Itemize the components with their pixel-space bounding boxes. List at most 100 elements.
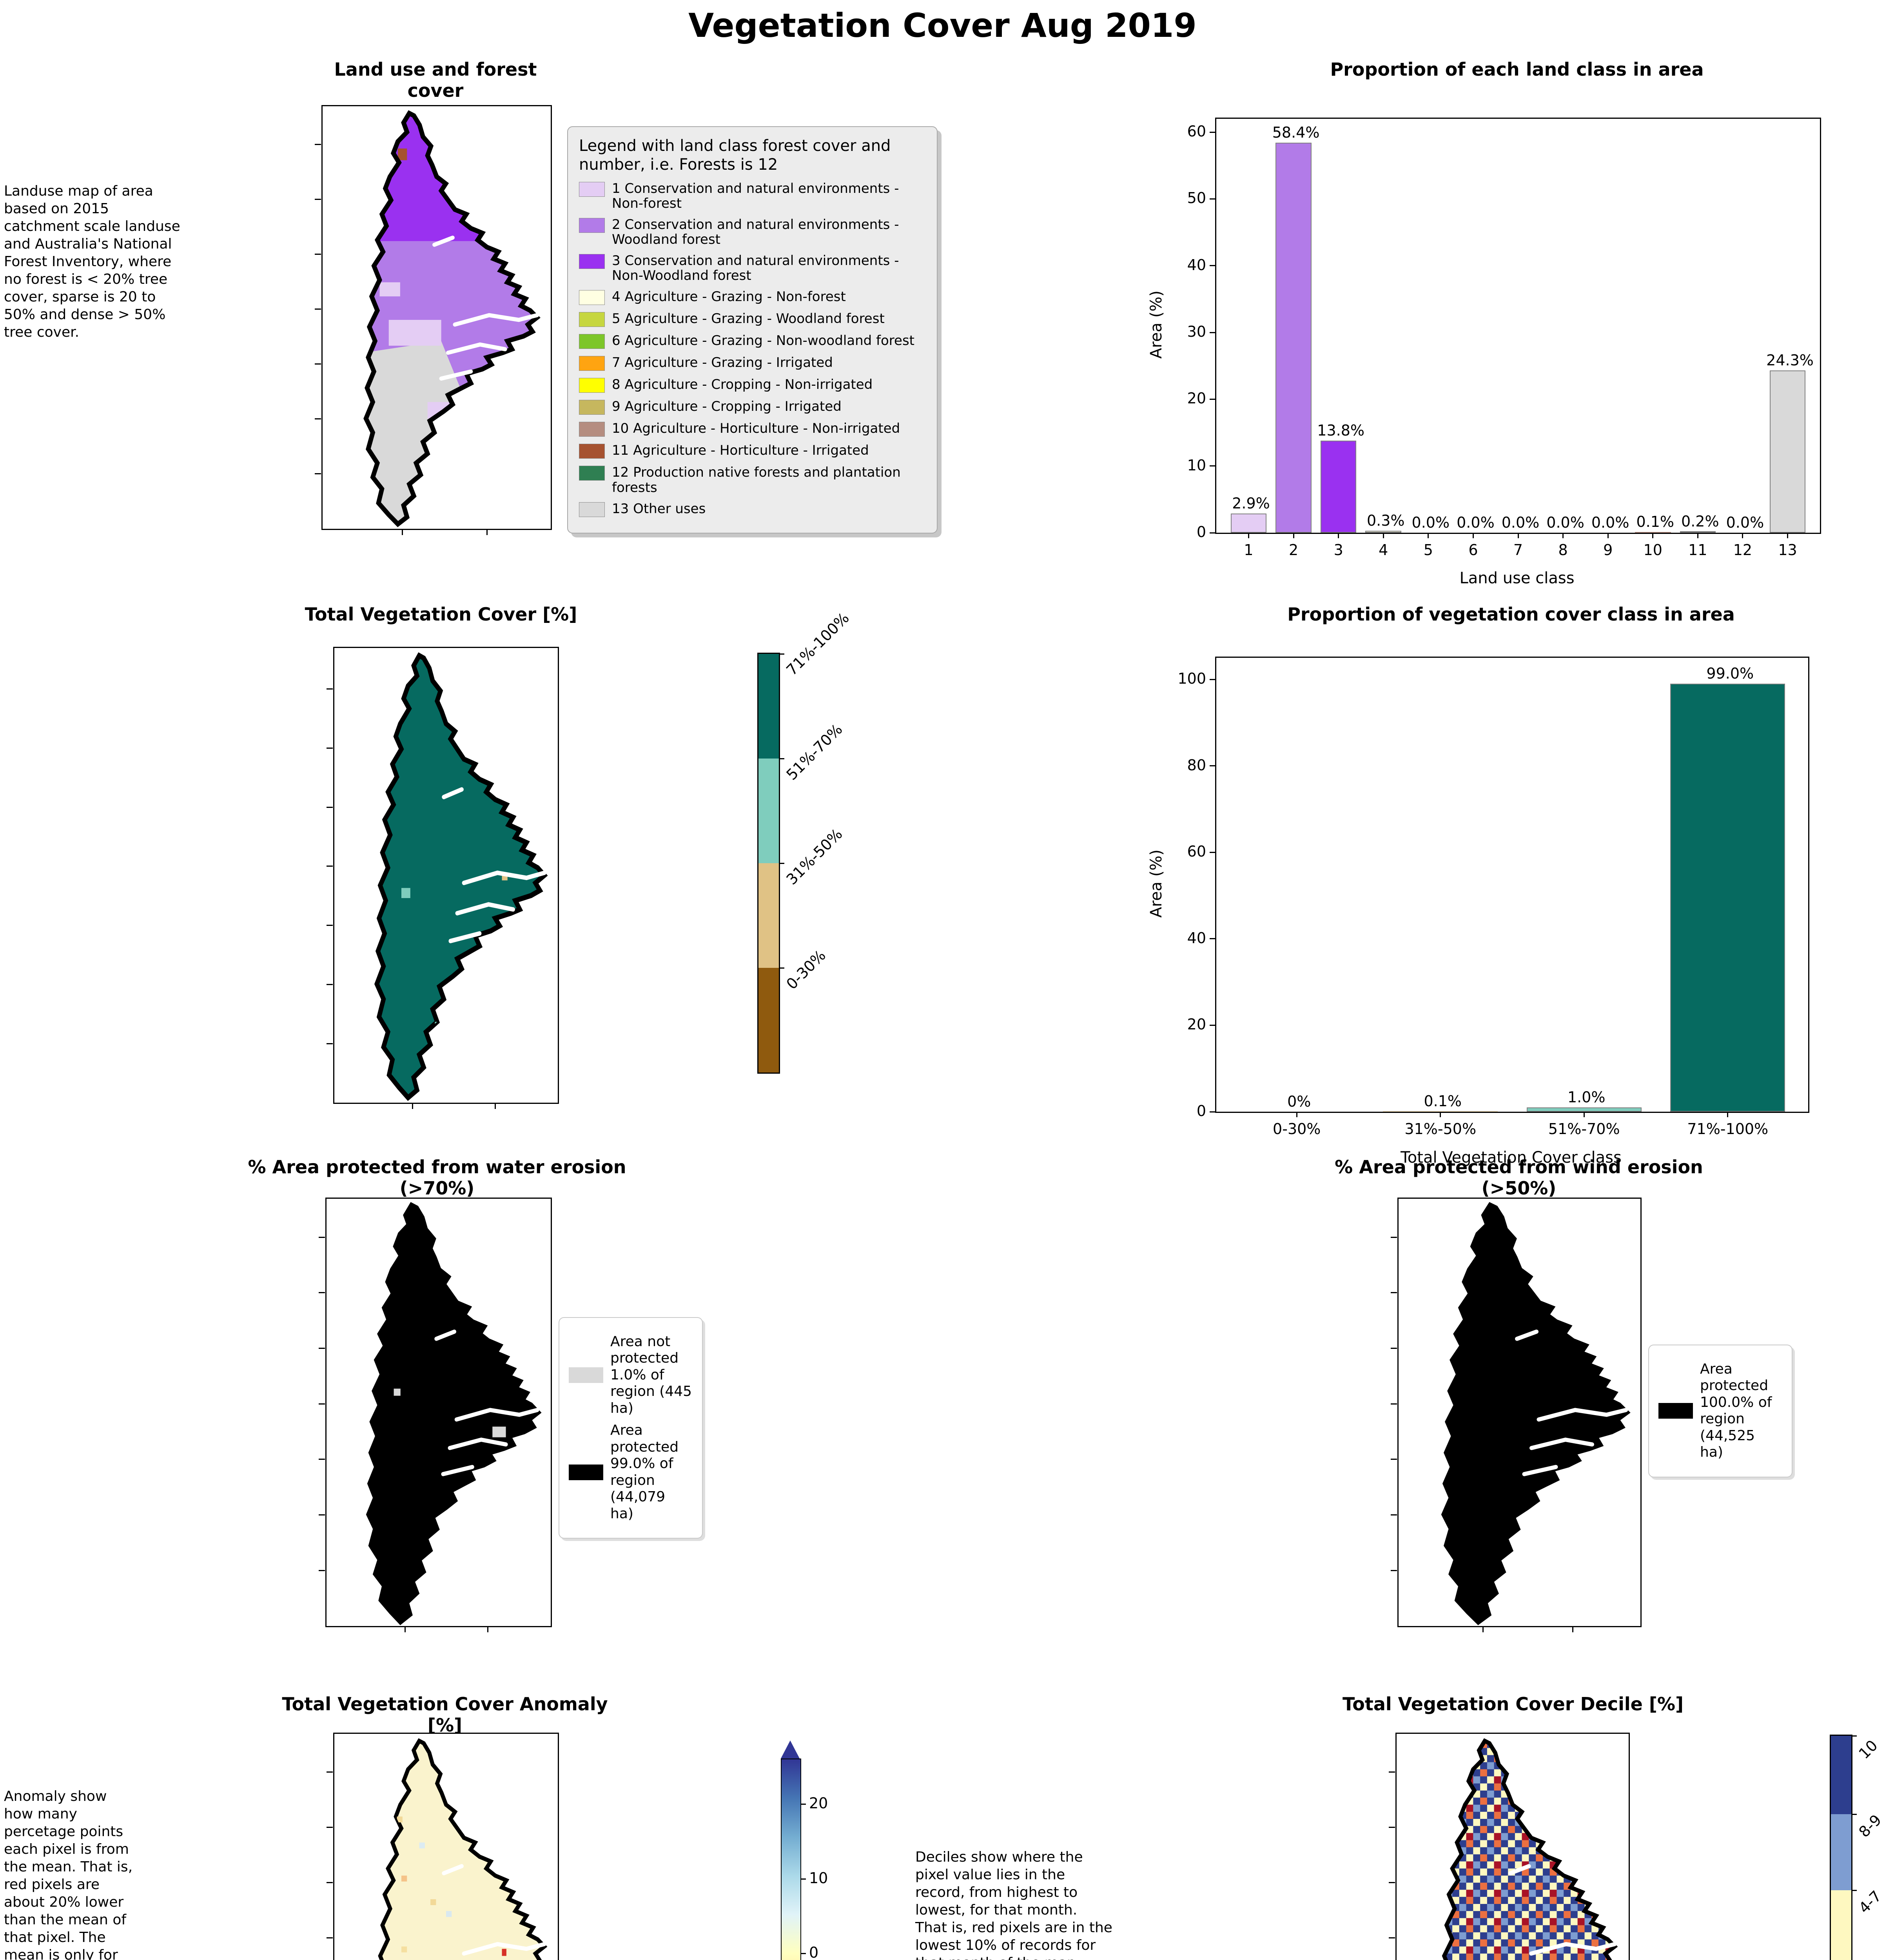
map-y-tick [315, 198, 321, 200]
legend-item: 11 Agriculture - Horticulture - Irrigate… [579, 443, 926, 459]
bar [1365, 530, 1402, 533]
landuse-map [315, 105, 552, 535]
legend-swatch [1658, 1403, 1693, 1419]
map-y-tick [315, 363, 321, 365]
vegcover-map [327, 647, 559, 1109]
map-y-tick [1391, 1403, 1397, 1405]
y-tick-label: 0 [1196, 1102, 1206, 1120]
map-y-tick [327, 1043, 333, 1044]
colorbar-tick [1851, 1735, 1857, 1737]
legend-item-label: 6 Agriculture - Grazing - Non-woodland f… [612, 333, 915, 349]
map-y-tick [327, 1882, 333, 1884]
landclass-chart-plot: 0 10 20 30 40 50 60 2.9% 1 58.4% 2 13.8% 3 0.3% 4 0.0% 5… [1187, 118, 1821, 559]
y-tick-label: 80 [1187, 756, 1206, 774]
legend-item: 8 Agriculture - Cropping - Non-irrigated [579, 377, 926, 393]
map-x-tick [486, 529, 488, 535]
colorbar-label: 31%-50% [783, 825, 846, 888]
legend-item-label: 13 Other uses [612, 501, 706, 517]
x-tick-label: 31%-50% [1404, 1120, 1477, 1138]
map-y-tick [327, 1937, 333, 1939]
legend-swatch [579, 312, 605, 327]
y-axis-tick [1210, 131, 1215, 133]
anomaly-colorbar-arrow-up [781, 1740, 800, 1759]
legend-item: 9 Agriculture - Cropping - Irrigated [579, 399, 926, 415]
legend-item: 6 Agriculture - Grazing - Non-woodland f… [579, 333, 926, 349]
colorbar-tick [779, 967, 784, 969]
map-y-tick [1389, 1937, 1395, 1939]
x-axis-tick [1293, 533, 1294, 538]
bar-value-label: 0.3% [1366, 512, 1405, 529]
y-axis-tick [1210, 1111, 1215, 1112]
y-axis-tick [1210, 198, 1215, 200]
bar [1635, 532, 1671, 533]
bar-value-label: 24.3% [1766, 352, 1814, 369]
map-y-tick [315, 143, 321, 145]
map-y-tick [327, 1771, 333, 1773]
map-y-tick [315, 308, 321, 310]
vegclass-chart-title: Proportion of vegetation cover class in … [1287, 604, 1735, 625]
x-axis-tick [1697, 533, 1698, 538]
legend-item-label: Area protected 100.0% of region (44,525 … [1700, 1361, 1772, 1461]
bar-value-label: 0.0% [1411, 514, 1450, 531]
map-x-tick [404, 1626, 406, 1632]
legend-swatch [569, 1464, 603, 1480]
map-y-tick [327, 688, 333, 690]
legend-item-label: 3 Conservation and natural environments … [612, 253, 899, 284]
y-tick-label: 60 [1187, 843, 1206, 860]
colorbar-tick-label: 0 [809, 1944, 819, 1960]
legend-item-label: 9 Agriculture - Cropping - Irrigated [612, 399, 842, 415]
x-axis-tick [1742, 533, 1743, 538]
page-title: Vegetation Cover Aug 2019 [688, 6, 1197, 45]
landuse-legend-title: Legend with land class forest cover and … [579, 137, 891, 174]
legend-item: 5 Agriculture - Grazing - Woodland fores… [579, 311, 926, 327]
water-erosion-map [319, 1198, 552, 1632]
decile-description: Deciles show where the pixel value lies … [915, 1849, 1112, 1960]
legend-item: 3 Conservation and natural environments … [579, 253, 926, 283]
x-tick-label: 7 [1513, 541, 1523, 559]
colorbar-label: 8-9 [1855, 1811, 1885, 1841]
decile-colorbar: 108-94-72-31 [1830, 1735, 1885, 1960]
bar-value-label: 99.0% [1706, 665, 1754, 682]
y-tick-label: 40 [1187, 256, 1206, 274]
legend-swatch [579, 290, 605, 305]
x-tick-label: 12 [1733, 541, 1753, 559]
landuse-legend-items: 1 Conservation and natural environments … [579, 181, 926, 517]
x-axis-tick [1382, 533, 1384, 538]
legend-item: 1 Conservation and natural environments … [579, 181, 926, 211]
wind-erosion-legend: Area protected 100.0% of region (44,525 … [1648, 1345, 1792, 1477]
y-tick-label: 100 [1177, 670, 1206, 688]
x-axis-tick [1248, 533, 1249, 538]
wind-erosion-map-svg [1399, 1199, 1640, 1626]
x-axis-tick [1338, 533, 1339, 538]
legend-item: 4 Agriculture - Grazing - Non-forest [579, 289, 926, 305]
map-x-tick [412, 1103, 413, 1109]
x-axis-tick [1583, 1112, 1585, 1117]
colorbar-tick-label: 20 [809, 1794, 828, 1812]
bar-value-label: 0.0% [1591, 514, 1629, 531]
map-y-tick [1391, 1459, 1397, 1460]
legend-swatch [579, 466, 605, 481]
x-axis-tick [1472, 533, 1474, 538]
colorbar-tick [800, 1953, 806, 1954]
map-y-tick [315, 473, 321, 475]
legend-swatch [579, 334, 605, 349]
map-y-tick [319, 1292, 325, 1294]
colorbar-segment [758, 759, 779, 863]
bar-value-label: 13.8% [1317, 421, 1365, 439]
y-tick-label: 60 [1187, 123, 1206, 140]
bar-value-label: 2.9% [1232, 494, 1270, 512]
y-axis-tick [1210, 332, 1215, 333]
legend-swatch [579, 444, 605, 459]
bar-value-label: 0.2% [1681, 512, 1719, 530]
x-axis-tick [1296, 1112, 1297, 1117]
legend-item-label: Area protected 99.0% of region (44,079 h… [610, 1422, 679, 1522]
legend-item: 2 Conservation and natural environments … [579, 217, 926, 247]
map-y-tick [319, 1236, 325, 1238]
wind-erosion-title: % Area protected from wind erosion (>50%… [1335, 1156, 1703, 1199]
y-tick-label: 10 [1187, 456, 1206, 474]
anomaly-map-svg [334, 1734, 558, 1960]
water-erosion-map-svg [327, 1199, 551, 1626]
colorbar-label: 4-7 [1855, 1887, 1885, 1917]
landuse-map-title: Land use and forest cover [334, 59, 537, 101]
legend-item-label: 8 Agriculture - Cropping - Non-irrigated [612, 377, 873, 393]
